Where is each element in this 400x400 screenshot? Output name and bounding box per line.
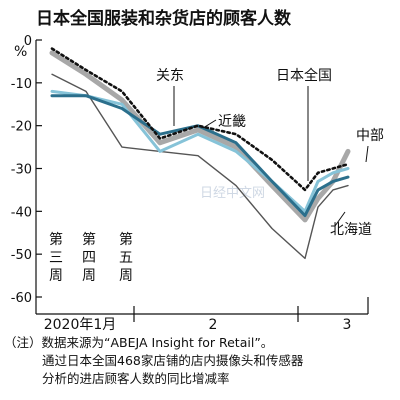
series-line [51, 73, 349, 260]
watermark: 日经中文网 [200, 186, 265, 201]
week-label-char: 三 [49, 250, 63, 266]
week-label: 第五周 [119, 231, 133, 284]
week-label-char: 第 [49, 231, 63, 248]
week-label-char: 四 [82, 250, 96, 266]
footnote-line-1: （注）数据来源为“ABEJA Insight for Retail”。 [4, 334, 396, 352]
footnote-text-1: 数据来源为“ABEJA Insight for Retail”。 [41, 335, 274, 350]
series-label: 近畿 [218, 114, 246, 130]
footnote-line-3: 分析的进店顾客人数的同比增减率 [42, 371, 230, 386]
series-line [50, 89, 350, 213]
series-leader-line [334, 211, 346, 227]
week-label: 第四周 [82, 231, 96, 284]
footnote-line-2: 通过日本全国468家店铺的店内摄像头和传感器 [42, 353, 304, 368]
series-label: 关东 [156, 68, 184, 84]
y-tick-label: -10 [11, 77, 32, 92]
series-label: 日本全国 [276, 67, 332, 84]
series-line [49, 50, 351, 223]
month-labels: 2020年1月 2 3 [44, 317, 352, 333]
line-chart: 日本全国服装和杂货店的顾客人数 0-10-20-30-40-50-60 % 第三… [11, 8, 384, 333]
week-label: 第三周 [49, 231, 63, 284]
month-label: 3 [343, 317, 352, 333]
y-tick-label: 0 [24, 34, 32, 49]
chart-title: 日本全国服装和杂货店的顾客人数 [36, 8, 292, 29]
footnote: （注）数据来源为“ABEJA Insight for Retail”。 通过日本… [4, 334, 396, 388]
y-tick-label: -40 [11, 205, 32, 220]
week-label-char: 周 [119, 268, 133, 284]
y-tick-label: -20 [11, 120, 32, 135]
y-axis-unit: % [14, 44, 27, 60]
month-label: 2 [209, 317, 218, 333]
y-tick-labels: 0 -10 -20 -30 -40 -50 -60 [11, 34, 42, 306]
week-label-char: 第 [82, 231, 96, 248]
series-leader-line [365, 145, 369, 163]
axes [35, 40, 369, 322]
series-line [50, 94, 350, 218]
series-leader-line [202, 119, 217, 129]
week-label-char: 五 [119, 250, 133, 266]
y-tick-label: -60 [11, 291, 32, 306]
y-tick-label: -30 [11, 163, 32, 178]
week-label-char: 第 [119, 231, 133, 248]
footnote-marker: （注） [4, 335, 42, 350]
month-label: 2020年1月 [44, 317, 117, 333]
y-tick-label: -50 [11, 248, 32, 263]
series-label: 北海道 [330, 222, 372, 238]
series-line [50, 47, 350, 192]
series-label: 中部 [356, 128, 384, 144]
week-label-char: 周 [82, 268, 96, 284]
week-label-char: 周 [49, 268, 63, 284]
series-lines [49, 47, 351, 260]
